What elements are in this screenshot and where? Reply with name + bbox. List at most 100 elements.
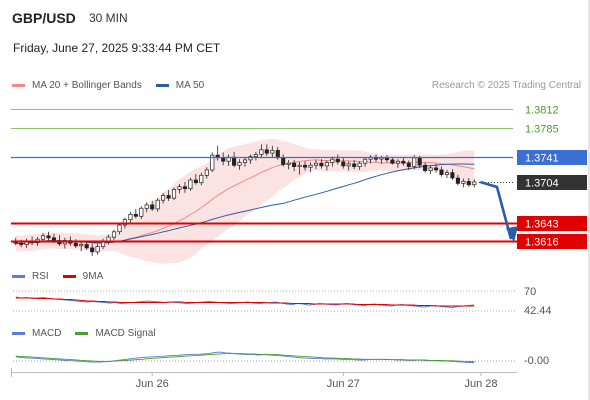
candle: [390, 157, 395, 165]
candle-body: [117, 224, 122, 233]
candle: [401, 157, 406, 166]
candle-body: [221, 157, 226, 162]
candle-body: [466, 181, 471, 186]
legend-label-ma20: MA 20 + Bollinger Bands: [32, 80, 142, 91]
candle-body: [139, 207, 144, 217]
candle: [204, 167, 209, 179]
level-label-box: [517, 175, 587, 190]
candle-body: [412, 157, 417, 167]
candle: [395, 159, 400, 168]
candle: [450, 169, 455, 181]
legend-label-ma50: MA 50: [175, 80, 205, 91]
x-axis-label: Jun 26: [136, 378, 169, 390]
candle: [406, 160, 411, 170]
candle-body: [297, 164, 302, 167]
candle-body: [341, 161, 346, 167]
candle-body: [19, 242, 24, 245]
candle: [150, 200, 155, 211]
candle: [270, 145, 275, 158]
candle: [79, 241, 84, 252]
candle: [199, 172, 204, 186]
candle-body: [308, 164, 313, 168]
level-label: 1.3704: [525, 178, 559, 190]
timeframe-label: 30 MIN: [89, 11, 128, 25]
candle-body: [281, 157, 286, 165]
candle-body: [417, 157, 422, 166]
candle-body: [166, 195, 171, 199]
candle-body: [270, 150, 275, 154]
legend-swatch-macd: [12, 332, 25, 335]
rsi-current-label: 42.44: [524, 305, 552, 317]
candle: [439, 166, 444, 177]
candle: [455, 174, 460, 186]
candle: [461, 178, 466, 188]
candle-body: [128, 213, 133, 221]
candle: [423, 162, 428, 173]
level-label: 1.3785: [525, 124, 559, 136]
candle-body: [144, 204, 149, 209]
candle-body: [450, 172, 455, 179]
candle-body: [357, 162, 362, 167]
candle: [90, 243, 95, 256]
chart-frame-edge: [588, 0, 590, 400]
candle-body: [455, 177, 460, 184]
rsi-legend: RSI 9MA: [12, 271, 103, 282]
candle: [434, 163, 439, 173]
candle-body: [335, 158, 340, 163]
candle: [352, 159, 357, 170]
macd-series-line: [15, 353, 475, 363]
candle-body: [188, 179, 193, 190]
candle-body: [84, 244, 89, 249]
candle: [171, 187, 177, 201]
x-axis-label: Jun 28: [464, 378, 497, 390]
candle-body: [303, 164, 308, 168]
legend-label-macd-signal: MACD Signal: [95, 328, 156, 339]
level-support: 1.3616: [11, 234, 587, 249]
candle-body: [439, 169, 444, 175]
level-label: 1.3812: [525, 105, 559, 117]
candle-body: [352, 163, 357, 167]
candle-body: [275, 150, 280, 159]
rsi-series-line: [15, 297, 475, 307]
candle: [161, 192, 166, 204]
candle-body: [461, 181, 466, 184]
candle-body: [395, 160, 400, 164]
level-label-box: [517, 150, 587, 165]
level-target: 1.3785: [11, 124, 559, 136]
legend-swatch-ma50: [155, 84, 169, 87]
candle: [308, 162, 313, 172]
candle: [111, 229, 117, 240]
candle: [117, 223, 122, 235]
candle: [155, 198, 160, 212]
candle: [313, 159, 319, 170]
candle: [46, 231, 51, 241]
candle: [319, 159, 324, 169]
legend-label-9ma: 9MA: [82, 271, 104, 282]
candle-body: [286, 162, 291, 165]
candle: [177, 184, 182, 194]
candle: [144, 202, 149, 213]
candle: [341, 157, 346, 169]
candle-body: [237, 162, 242, 166]
level-label-box: [517, 216, 587, 231]
candle-body: [182, 186, 188, 190]
candle: [188, 178, 193, 191]
candle-body: [346, 163, 351, 167]
candle-body: [133, 213, 138, 217]
candle: [363, 157, 368, 167]
candle-body: [210, 154, 215, 171]
candle: [428, 165, 433, 174]
candle-body: [193, 179, 198, 184]
candle-body: [434, 167, 439, 171]
legend-label-macd: MACD: [32, 328, 62, 339]
candle: [286, 159, 291, 170]
level-label: 1.3643: [525, 219, 559, 231]
candle-body: [95, 246, 100, 253]
candle: [166, 190, 171, 201]
candle-body: [51, 237, 56, 241]
candle-body: [40, 235, 46, 240]
level-target: 1.3812: [11, 105, 559, 117]
candle: [264, 144, 269, 156]
